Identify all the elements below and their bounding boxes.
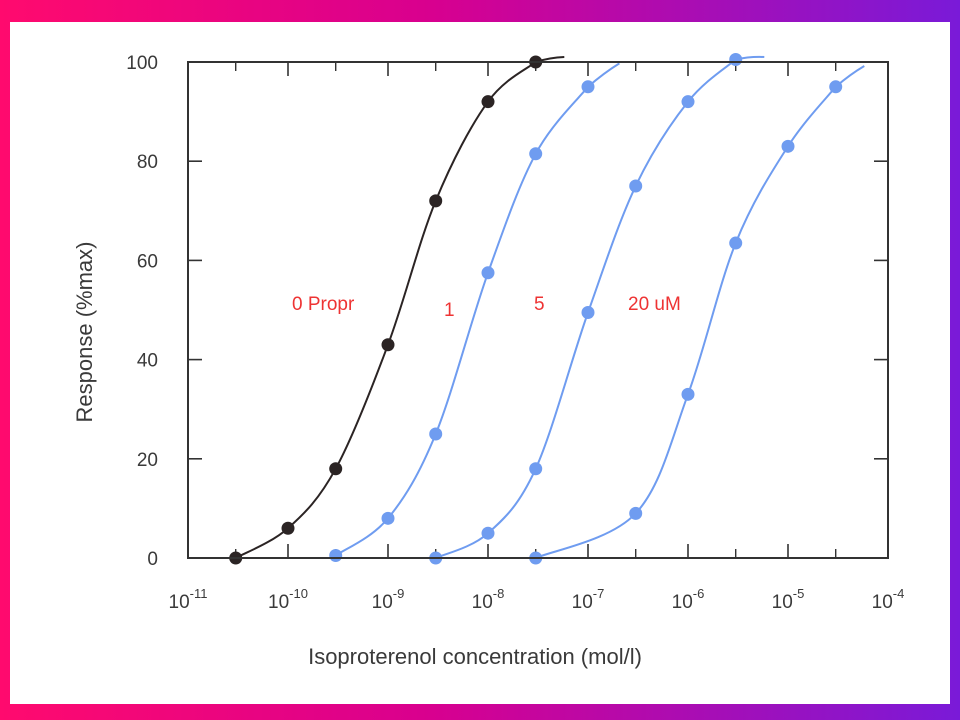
data-point-s0-4 bbox=[429, 194, 443, 208]
chart-panel: 10-11 10-10 10-9 10-8 10-7 10-6 10-5 10-4 0 20 40 6… bbox=[10, 22, 950, 704]
x-tick-label-4: 10-7 bbox=[572, 586, 605, 613]
data-point-s3-3 bbox=[729, 236, 743, 250]
data-point-s0-2 bbox=[329, 462, 343, 476]
data-point-s0-1 bbox=[281, 521, 295, 535]
data-point-s0-3 bbox=[381, 338, 395, 352]
annotation-1uM: 1 bbox=[444, 300, 455, 321]
series-curve-1 bbox=[335, 62, 620, 557]
x-tick-label-3: 10-8 bbox=[472, 586, 505, 613]
data-point-s0-5 bbox=[481, 95, 495, 109]
x-tick-label-1: 10-10 bbox=[268, 586, 308, 613]
data-point-s2-1 bbox=[481, 526, 495, 540]
annotation-control: 0 Propr bbox=[292, 294, 355, 315]
y-tick-label-0: 0 bbox=[147, 549, 158, 570]
x-tick-label-6: 10-5 bbox=[772, 586, 805, 613]
y-tick-label-1: 20 bbox=[137, 450, 158, 471]
series-curve-0 bbox=[235, 56, 565, 559]
data-point-s2-5 bbox=[681, 95, 695, 109]
annotation-20uM: 20 uM bbox=[628, 294, 681, 315]
x-tick-label-7: 10-4 bbox=[872, 586, 905, 613]
dose-response-chart: 10-11 10-10 10-9 10-8 10-7 10-6 10-5 10-4 0 20 40 6… bbox=[72, 53, 905, 669]
x-tick-label-2: 10-9 bbox=[372, 586, 405, 613]
data-point-s2-3 bbox=[581, 305, 595, 319]
y-axis-title: Response (%max) bbox=[72, 242, 97, 423]
y-tick-label-2: 40 bbox=[137, 351, 158, 372]
series-curve-2 bbox=[435, 55, 765, 559]
data-point-s1-5 bbox=[581, 80, 595, 94]
y-tick-label-3: 60 bbox=[137, 251, 158, 272]
data-point-s1-3 bbox=[481, 266, 495, 280]
data-point-s2-6 bbox=[729, 53, 743, 67]
data-point-s3-4 bbox=[781, 139, 795, 153]
annotation-5uM: 5 bbox=[534, 294, 545, 315]
y-tick-label-4: 80 bbox=[137, 152, 158, 173]
x-axis-title: Isoproterenol concentration (mol/l) bbox=[308, 644, 642, 669]
x-tick-label-0: 10-11 bbox=[169, 586, 208, 613]
y-tick-label-5: 100 bbox=[126, 53, 158, 74]
plot-frame bbox=[187, 61, 889, 559]
data-point-s1-4 bbox=[529, 147, 543, 161]
data-point-s1-0 bbox=[329, 549, 343, 563]
data-point-s1-2 bbox=[429, 427, 443, 441]
data-point-s2-4 bbox=[629, 179, 643, 193]
data-point-s3-5 bbox=[829, 80, 843, 94]
x-tick-label-5: 10-6 bbox=[672, 586, 705, 613]
data-point-s2-2 bbox=[529, 462, 543, 476]
data-point-s3-1 bbox=[629, 506, 643, 520]
data-point-s1-1 bbox=[381, 511, 395, 525]
data-point-s3-2 bbox=[681, 387, 695, 401]
